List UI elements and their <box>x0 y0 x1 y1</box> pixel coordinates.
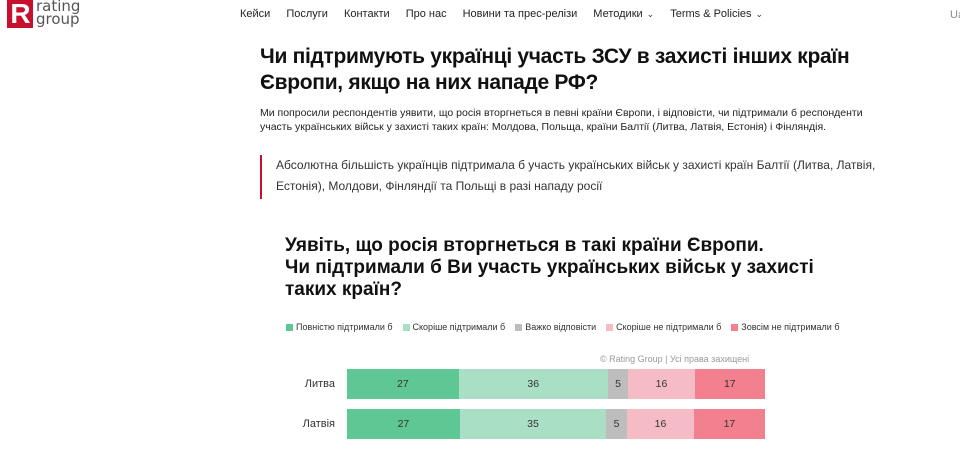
chart-title-line: Уявіть, що росія вторгнеться в такі краї… <box>285 235 764 256</box>
legend-swatch <box>606 323 614 331</box>
logo-text: rating group <box>36 0 81 28</box>
legend-swatch <box>286 323 293 331</box>
legend-item: Важко відповісти <box>515 322 596 332</box>
nav-item[interactable]: Новини та прес-релізи <box>463 8 578 20</box>
legend-label: Важко відповісти <box>525 322 597 332</box>
site-header: R rating group Кейси Послуги Контакти Про н… <box>0 0 960 34</box>
chart-copyright: © Rating Group | Усі права захищені <box>600 354 750 364</box>
logo-mark: R <box>7 0 33 28</box>
legend-item: Скоріше не підтримали б <box>606 322 721 332</box>
nav-item-label: Новини та прес-релізи <box>462 8 578 20</box>
article-quote: Абсолютна більшість українців підтримала… <box>260 155 880 199</box>
chart-row: Литва 27 36 5 16 17 <box>285 369 765 399</box>
chart-row: Латвія 27 35 5 16 17 <box>285 409 765 439</box>
legend-swatch <box>515 323 523 331</box>
nav-item-label: Контакти <box>343 8 390 20</box>
logo-line-1: rating <box>36 0 81 15</box>
legend-item: Скоріше підтримали б <box>402 322 506 332</box>
site-logo[interactable]: R rating group <box>7 0 80 30</box>
legend-label: Скоріше не підтримали б <box>616 322 722 332</box>
nav-item-label: Кейси <box>240 8 271 20</box>
logo-line-2: group <box>36 10 80 28</box>
legend-swatch <box>731 323 739 331</box>
bar-segment: 5 <box>607 369 629 399</box>
bar-segment: 36 <box>458 369 608 399</box>
stacked-bar: 27 36 5 16 17 <box>347 369 765 399</box>
chart-title-line: Чи підтримали б Ви участь українських ві… <box>285 257 814 278</box>
nav-item-label: Про нас <box>405 8 447 20</box>
stacked-bar: 27 35 5 16 17 <box>347 409 765 439</box>
main-nav: Кейси Послуги Контакти Про нас Новини та пре… <box>240 8 779 20</box>
language-switch[interactable]: Ua <box>950 9 960 21</box>
legend-label: Зовсім не підтримали б <box>741 322 840 332</box>
legend-item: Зовсім не підтримали б <box>731 322 840 332</box>
category-label: Литва <box>304 378 335 390</box>
nav-item[interactable]: Методики ⌄ <box>593 8 654 20</box>
nav-item-label: Послуги <box>286 8 328 20</box>
nav-item[interactable]: Послуги <box>286 8 328 20</box>
bar-segment: 17 <box>694 369 765 399</box>
nav-item-label: Terms & Policies <box>670 8 752 20</box>
bar-segment: 16 <box>627 409 694 439</box>
chevron-down-icon: ⌄ <box>755 9 764 19</box>
bar-segment: 27 <box>347 369 459 399</box>
chart-title: Уявіть, що росія вторгнеться в такі краї… <box>285 235 845 301</box>
bar-segment: 16 <box>628 369 695 399</box>
nav-item[interactable]: Кейси <box>240 8 270 20</box>
legend-label: Повністю підтримали б <box>296 322 393 332</box>
legend-label: Скоріше підтримали б <box>412 322 506 332</box>
chart-title-line: таких країн? <box>285 279 403 300</box>
bar-segment: 35 <box>459 409 607 439</box>
nav-item[interactable]: Контакти <box>344 8 390 20</box>
nav-item[interactable]: Terms & Policies ⌄ <box>670 8 763 20</box>
legend-item: Повністю підтримали б <box>286 322 393 332</box>
bar-segment: 27 <box>347 409 460 439</box>
bar-segment: 5 <box>606 409 628 439</box>
category-label: Латвія <box>302 418 335 430</box>
page-title: Чи підтримують українці участь ЗСУ в зах… <box>260 45 850 94</box>
chart-legend: Повністю підтримали б Скоріше підтримали … <box>286 322 850 332</box>
chevron-down-icon: ⌄ <box>646 9 655 19</box>
nav-item[interactable]: Про нас <box>406 8 447 20</box>
bar-segment: 17 <box>693 409 765 439</box>
nav-item-label: Методики <box>593 8 643 20</box>
legend-swatch <box>402 323 410 331</box>
article-lead: Ми попросили респондентів уявити, що рос… <box>260 107 863 133</box>
